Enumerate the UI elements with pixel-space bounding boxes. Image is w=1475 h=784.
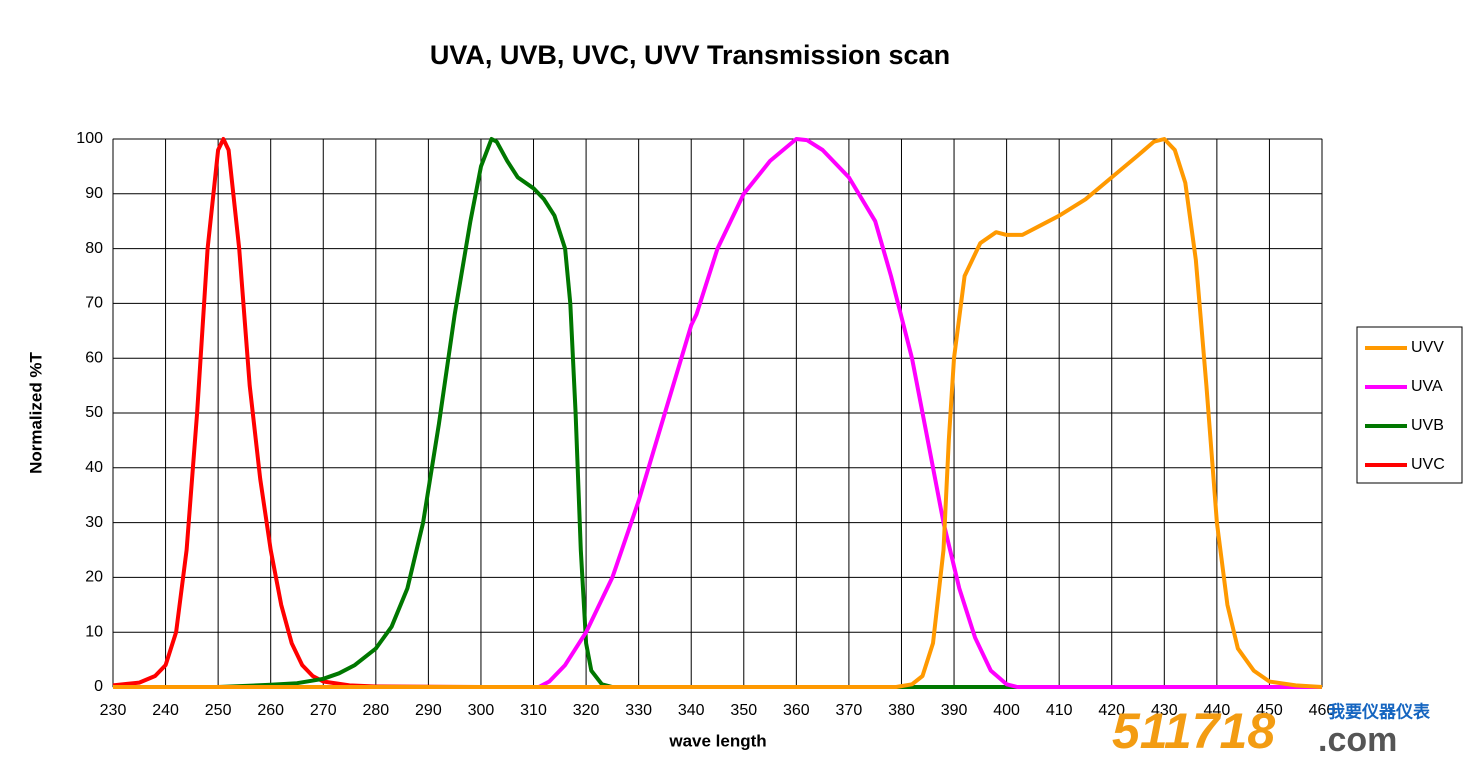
x-tick-label: 360 xyxy=(783,702,810,719)
watermark-tagline: 我要仪器仪表 xyxy=(1328,701,1431,721)
y-tick-label: 0 xyxy=(94,678,103,695)
y-tick-label: 70 xyxy=(85,295,103,312)
x-tick-label: 430 xyxy=(1151,702,1178,719)
x-tick-label: 380 xyxy=(888,702,915,719)
x-tick-label: 350 xyxy=(730,702,757,719)
legend-label: UVV xyxy=(1411,339,1444,356)
legend-label: UVB xyxy=(1411,417,1444,434)
y-tick-label: 100 xyxy=(76,130,103,147)
x-tick-label: 460 xyxy=(1309,702,1336,719)
watermark-number: 511718 xyxy=(1112,703,1275,759)
x-axis-label: wave length xyxy=(668,731,766,750)
x-tick-label: 370 xyxy=(836,702,863,719)
legend-label: UVA xyxy=(1411,378,1443,395)
y-tick-label: 10 xyxy=(85,623,103,640)
x-tick-label: 270 xyxy=(310,702,337,719)
x-tick-label: 290 xyxy=(415,702,442,719)
x-tick-label: 250 xyxy=(205,702,232,719)
x-tick-label: 390 xyxy=(941,702,968,719)
series-line xyxy=(144,137,1322,689)
x-tick-label: 450 xyxy=(1256,702,1283,719)
x-tick-label: 440 xyxy=(1204,702,1231,719)
watermark-domain: .com xyxy=(1318,721,1397,759)
y-tick-label: 30 xyxy=(85,514,103,531)
x-tick-label: 400 xyxy=(993,702,1020,719)
y-tick-label: 80 xyxy=(85,240,103,257)
x-tick-label: 230 xyxy=(100,702,127,719)
x-tick-label: 280 xyxy=(362,702,389,719)
legend-label: UVC xyxy=(1411,456,1445,473)
x-tick-label: 240 xyxy=(152,702,179,719)
y-tick-label: 50 xyxy=(85,404,103,421)
x-tick-label: 340 xyxy=(678,702,705,719)
y-tick-label: 40 xyxy=(85,459,103,476)
x-tick-label: 410 xyxy=(1046,702,1073,719)
x-tick-label: 260 xyxy=(257,702,284,719)
y-tick-label: 20 xyxy=(85,569,103,586)
y-tick-label: 60 xyxy=(85,349,103,366)
chart-title: UVA, UVB, UVC, UVV Transmission scan xyxy=(430,40,950,70)
legend-box xyxy=(1356,326,1463,484)
series-line xyxy=(113,137,1322,689)
x-tick-label: 300 xyxy=(468,702,495,719)
y-axis-label: Normalized %T xyxy=(26,351,45,473)
series-line xyxy=(112,137,1322,689)
y-tick-label: 90 xyxy=(85,185,103,202)
x-tick-label: 420 xyxy=(1098,702,1125,719)
x-tick-label: 310 xyxy=(520,702,547,719)
x-tick-label: 330 xyxy=(625,702,652,719)
series-line xyxy=(113,137,1323,689)
x-tick-label: 320 xyxy=(573,702,600,719)
